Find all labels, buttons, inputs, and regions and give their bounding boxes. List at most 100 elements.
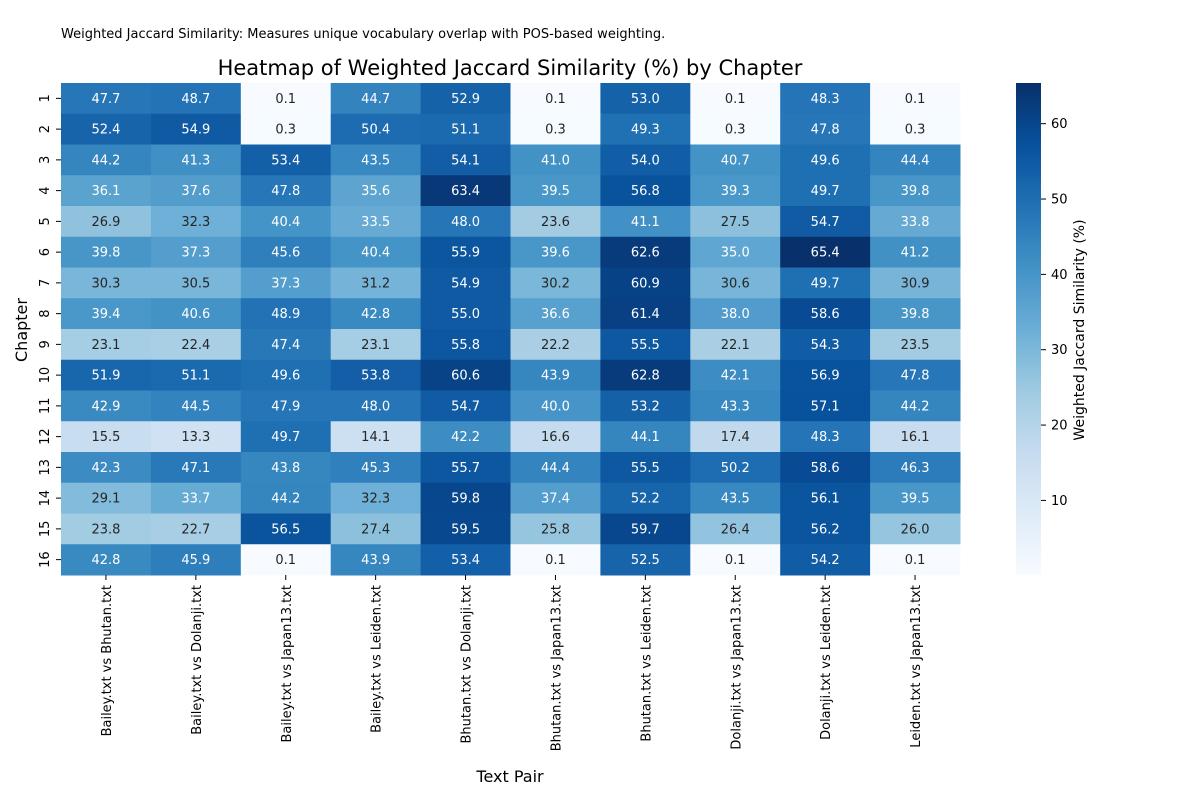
- heatmap-cell: [61, 113, 152, 145]
- y-tick-label: 15: [38, 521, 53, 538]
- y-tick-label: 5: [38, 217, 53, 225]
- x-tick-label: Bailey.txt vs Japan13.txt: [280, 585, 295, 743]
- colorbar-label: Weighted Jaccard Similarity (%): [1072, 219, 1088, 440]
- cell-value-label: 45.6: [271, 246, 300, 261]
- heatmap-cell: [330, 236, 422, 268]
- heatmap-cell: [330, 390, 422, 422]
- heatmap-cell: [61, 513, 152, 545]
- heatmap-cell: [600, 175, 691, 207]
- cell-value-label: 49.6: [811, 153, 840, 168]
- cell-value-label: 52.5: [631, 553, 660, 568]
- heatmap-cell: [510, 544, 601, 576]
- cell-value-label: 52.2: [631, 492, 660, 507]
- heatmap-cell: [330, 298, 422, 330]
- heatmap-cell: [690, 267, 781, 299]
- cell-value-label: 43.5: [721, 492, 750, 507]
- cell-value-label: 51.9: [91, 369, 120, 384]
- cell-value-label: 26.0: [901, 522, 930, 537]
- heatmap-cell: [780, 298, 871, 330]
- heatmap-cell: [240, 267, 332, 299]
- cell-value-label: 47.8: [271, 184, 300, 199]
- heatmap-cell: [150, 175, 242, 207]
- heatmap-cell: [240, 298, 332, 330]
- cell-value-label: 42.8: [361, 307, 390, 322]
- cell-value-label: 38.0: [721, 307, 750, 322]
- heatmap-cell: [780, 206, 871, 238]
- heatmap-cell: [690, 421, 781, 453]
- cell-value-label: 55.5: [631, 461, 660, 476]
- cell-value-label: 40.4: [271, 215, 300, 230]
- heatmap-cell: [870, 83, 961, 115]
- heatmap-cell: [780, 544, 871, 576]
- cell-value-label: 63.4: [451, 184, 480, 199]
- heatmap-cell: [510, 175, 601, 207]
- cell-value-label: 43.9: [361, 553, 390, 568]
- cell-value-label: 44.1: [631, 430, 660, 445]
- heatmap-cell: [690, 236, 781, 268]
- cell-value-label: 39.4: [91, 307, 120, 322]
- cell-value-label: 0.3: [905, 123, 926, 138]
- x-tick-label: Bailey.txt vs Leiden.txt: [370, 585, 385, 733]
- x-tick-label: Bhutan.txt vs Japan13.txt: [549, 585, 564, 751]
- cell-value-label: 58.6: [811, 461, 840, 476]
- cell-value-label: 0.1: [545, 92, 566, 107]
- heatmap-cell: [240, 113, 332, 145]
- heatmap-cell: [510, 359, 601, 391]
- cell-value-label: 49.7: [271, 430, 300, 445]
- cell-value-label: 55.0: [451, 307, 480, 322]
- cell-value-label: 52.4: [91, 123, 120, 138]
- heatmap-cell: [240, 359, 332, 391]
- y-tick-label: 11: [38, 398, 53, 415]
- heatmap-cell: [150, 359, 242, 391]
- heatmap-cell: [240, 482, 332, 514]
- cell-value-label: 0.1: [275, 92, 296, 107]
- cell-value-label: 56.1: [811, 492, 840, 507]
- cell-value-label: 56.5: [271, 522, 300, 537]
- cell-value-label: 48.9: [271, 307, 300, 322]
- heatmap-cell: [240, 206, 332, 238]
- cell-value-label: 47.4: [271, 338, 300, 353]
- cell-value-label: 45.9: [181, 553, 210, 568]
- cell-value-label: 36.1: [91, 184, 120, 199]
- y-tick-label: 4: [38, 186, 53, 194]
- heatmap-cell: [600, 421, 691, 453]
- heatmap-cell: [61, 482, 152, 514]
- cell-value-label: 16.6: [541, 430, 570, 445]
- heatmap-cell: [61, 329, 152, 361]
- cell-value-label: 26.4: [721, 522, 750, 537]
- heatmap-cell: [780, 267, 871, 299]
- heatmap-cell: [61, 83, 152, 115]
- heatmap-cell: [240, 329, 332, 361]
- cell-value-label: 35.0: [721, 246, 750, 261]
- cell-value-label: 40.4: [361, 246, 390, 261]
- cell-value-label: 48.7: [181, 92, 210, 107]
- cell-value-label: 39.8: [901, 184, 930, 199]
- cell-value-label: 0.1: [905, 92, 926, 107]
- cell-value-label: 17.4: [721, 430, 750, 445]
- heatmap-cell: [420, 390, 511, 422]
- cell-value-label: 41.1: [631, 215, 660, 230]
- cell-value-label: 54.0: [631, 153, 660, 168]
- y-tick-label: 16: [38, 551, 53, 568]
- y-tick-label: 2: [38, 125, 53, 133]
- heatmap-cell: [330, 452, 422, 484]
- cell-value-label: 32.3: [361, 492, 390, 507]
- heatmap-cell: [600, 113, 691, 145]
- y-axis-label: Chapter: [12, 298, 31, 362]
- cell-value-label: 49.6: [271, 369, 300, 384]
- cell-value-label: 54.7: [451, 399, 480, 414]
- heatmap-cell: [510, 144, 601, 176]
- y-tick-label: 7: [38, 279, 53, 287]
- heatmap-cell: [330, 267, 422, 299]
- x-tick-label: Leiden.txt vs Japan13.txt: [909, 585, 924, 748]
- heatmap-cell: [600, 329, 691, 361]
- heatmap-cell: [510, 452, 601, 484]
- cell-value-label: 47.8: [811, 123, 840, 138]
- cell-value-label: 39.8: [901, 307, 930, 322]
- heatmap-cell: [240, 390, 332, 422]
- cell-value-label: 59.5: [451, 522, 480, 537]
- heatmap-cell: [780, 513, 871, 545]
- cell-value-label: 47.7: [91, 92, 120, 107]
- heatmap-cell: [240, 421, 332, 453]
